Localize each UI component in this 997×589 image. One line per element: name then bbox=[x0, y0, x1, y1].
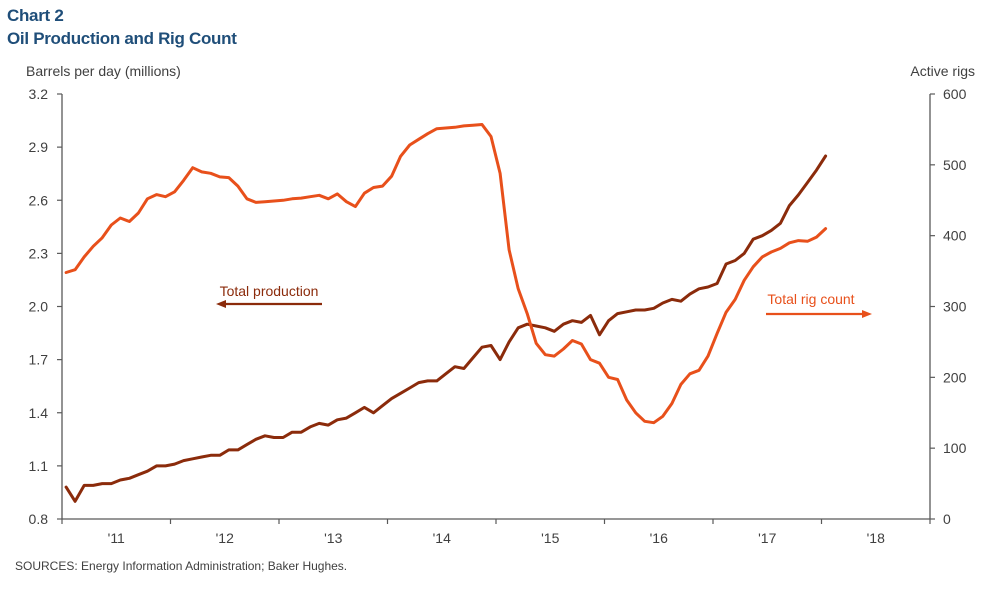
y-right-tick-label: 100 bbox=[943, 440, 967, 456]
y-left-tick-label: 1.1 bbox=[29, 458, 49, 474]
y-left-tick-label: 1.7 bbox=[29, 352, 49, 368]
arrow-left-icon bbox=[216, 300, 226, 308]
x-tick-label: '15 bbox=[541, 530, 559, 546]
annotation-total-production: Total production bbox=[220, 283, 319, 299]
y-left-tick-label: 2.3 bbox=[29, 245, 49, 261]
x-tick-label: '12 bbox=[216, 530, 234, 546]
chart-title: Oil Production and Rig Count bbox=[7, 29, 237, 48]
y-right-tick-label: 400 bbox=[943, 228, 967, 244]
x-tick-label: '11 bbox=[108, 530, 125, 546]
y-right-tick-label: 500 bbox=[943, 157, 967, 173]
total-production-line bbox=[64, 154, 828, 503]
y-axis-left-title: Barrels per day (millions) bbox=[26, 63, 181, 79]
chart-number: Chart 2 bbox=[7, 6, 64, 25]
y-right-tick-label: 600 bbox=[943, 86, 967, 102]
y-right-tick-label: 0 bbox=[943, 511, 951, 527]
y-axis-right-title: Active rigs bbox=[910, 63, 975, 79]
axes: 0.8 1.1 1.4 1.7 2.0 2.3 2.6 2.9 3.2 0 100 200 300 400… bbox=[29, 86, 967, 546]
series-lines bbox=[64, 123, 828, 503]
y-right-tick-label: 200 bbox=[943, 369, 967, 385]
y-left-tick-label: 3.2 bbox=[29, 86, 49, 102]
x-tick-label: '18 bbox=[867, 530, 885, 546]
y-left-tick-label: 2.0 bbox=[29, 299, 49, 315]
arrow-right-icon bbox=[862, 310, 872, 318]
x-tick-label: '13 bbox=[324, 530, 342, 546]
y-left-tick-label: 1.4 bbox=[29, 405, 49, 421]
x-tick-label: '16 bbox=[650, 530, 668, 546]
y-left-tick-label: 2.6 bbox=[29, 192, 49, 208]
y-right-tick-label: 300 bbox=[943, 299, 967, 315]
y-left-tick-label: 0.8 bbox=[29, 511, 49, 527]
y-left-tick-label: 2.9 bbox=[29, 139, 49, 155]
annotations: Total production Total rig count bbox=[216, 283, 872, 318]
x-tick-label: '17 bbox=[758, 530, 776, 546]
x-tick-label: '14 bbox=[433, 530, 451, 546]
sources-note: SOURCES: Energy Information Administrati… bbox=[15, 559, 348, 573]
annotation-total-rig-count: Total rig count bbox=[767, 291, 854, 307]
total-rig-count-line bbox=[64, 123, 828, 425]
